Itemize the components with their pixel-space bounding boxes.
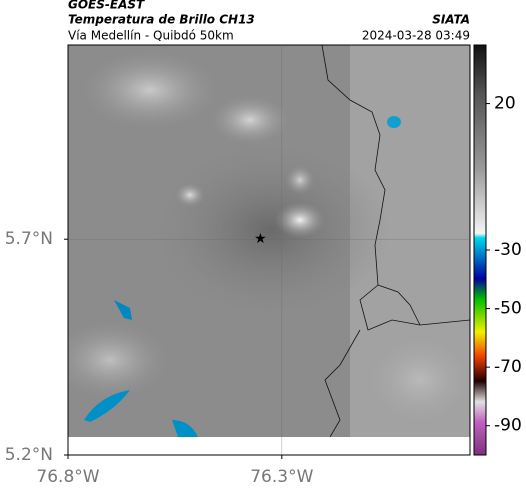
source: SIATA [432,13,470,27]
region: Vía Medellín - Quibdó 50km [68,29,234,43]
colorbar-tick-label: 20 [494,94,516,114]
colorbar-tick-label: -50 [494,299,522,319]
x-tick-label: 76.3°W [250,467,313,487]
title: GOES-EAST [68,0,145,12]
colorbar [473,44,487,456]
city-marker: ★ [254,231,267,247]
timestamp: 2024-03-28 03:49 [362,29,470,43]
imagery [68,45,470,437]
y-tick-label: 5.7°N [5,229,53,249]
colorbar-tick-label: -90 [494,416,522,436]
map-frame [67,44,471,456]
subtitle: Temperatura de Brillo CH13 [68,13,255,27]
x-tick-label: 76.8°W [36,467,99,487]
y-tick-label: 5.2°N [5,445,53,465]
colorbar-tick-label: -30 [494,240,522,260]
colorbar-tick-label: -70 [494,357,522,377]
